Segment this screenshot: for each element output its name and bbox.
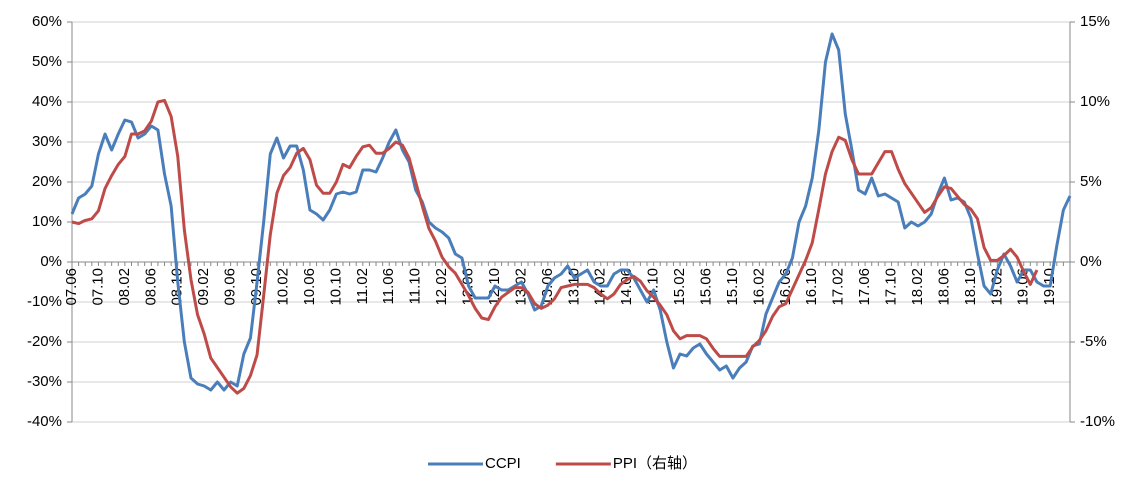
x-tick-label: 16.02 bbox=[750, 268, 767, 306]
x-tick-label: 15.06 bbox=[697, 268, 714, 306]
x-tick-label: 11.06 bbox=[380, 268, 397, 304]
x-tick-label: 08.06 bbox=[142, 268, 159, 306]
x-tick-label: 18.10 bbox=[962, 268, 979, 306]
y2-tick-label: -10% bbox=[1080, 413, 1115, 430]
x-tick-label: 16.10 bbox=[803, 268, 820, 306]
legend-label: PPI（右轴） bbox=[613, 455, 697, 472]
y-tick-label: 0% bbox=[40, 253, 62, 270]
legend-label: CCPI bbox=[485, 455, 521, 472]
y-tick-label: 20% bbox=[32, 173, 62, 190]
x-tick-label: 18.06 bbox=[935, 268, 952, 306]
x-tick-label: 12.02 bbox=[433, 268, 450, 306]
y-tick-label: 50% bbox=[32, 53, 62, 70]
y-tick-label: 30% bbox=[32, 133, 62, 150]
x-tick-label: 09.02 bbox=[195, 268, 212, 306]
y-tick-label: 10% bbox=[32, 213, 62, 230]
y2-tick-label: 15% bbox=[1080, 13, 1110, 30]
y-tick-label: -20% bbox=[27, 333, 62, 350]
y-tick-label: 60% bbox=[32, 13, 62, 30]
y-tick-label: -10% bbox=[27, 293, 62, 310]
x-tick-label: 17.10 bbox=[883, 268, 900, 306]
series-line bbox=[70, 32, 1072, 392]
series-line bbox=[71, 98, 1039, 395]
x-tick-label: 07.10 bbox=[89, 268, 106, 306]
x-tick-label: 11.02 bbox=[354, 268, 371, 304]
x-tick-label: 11.10 bbox=[407, 268, 424, 304]
y2-tick-label: 0% bbox=[1080, 253, 1102, 270]
x-tick-label: 19.02 bbox=[988, 268, 1005, 306]
y-tick-label: -30% bbox=[27, 373, 62, 390]
y-tick-label: 40% bbox=[32, 93, 62, 110]
x-tick-label: 10.10 bbox=[327, 268, 344, 306]
x-tick-label: 18.02 bbox=[909, 268, 926, 306]
x-tick-label: 10.06 bbox=[301, 268, 318, 306]
x-tick-label: 09.06 bbox=[222, 268, 239, 306]
y2-tick-label: 5% bbox=[1080, 173, 1102, 190]
x-tick-label: 10.02 bbox=[274, 268, 291, 306]
x-tick-label: 17.02 bbox=[830, 268, 847, 306]
x-tick-label: 08.02 bbox=[116, 268, 133, 306]
y2-tick-label: -5% bbox=[1080, 333, 1107, 350]
x-tick-label: 17.06 bbox=[856, 268, 873, 306]
x-tick-label: 15.02 bbox=[671, 268, 688, 306]
x-tick-label: 07.06 bbox=[63, 268, 80, 306]
y-tick-label: -40% bbox=[27, 413, 62, 430]
y2-tick-label: 10% bbox=[1080, 93, 1110, 110]
x-tick-label: 15.10 bbox=[724, 268, 741, 306]
